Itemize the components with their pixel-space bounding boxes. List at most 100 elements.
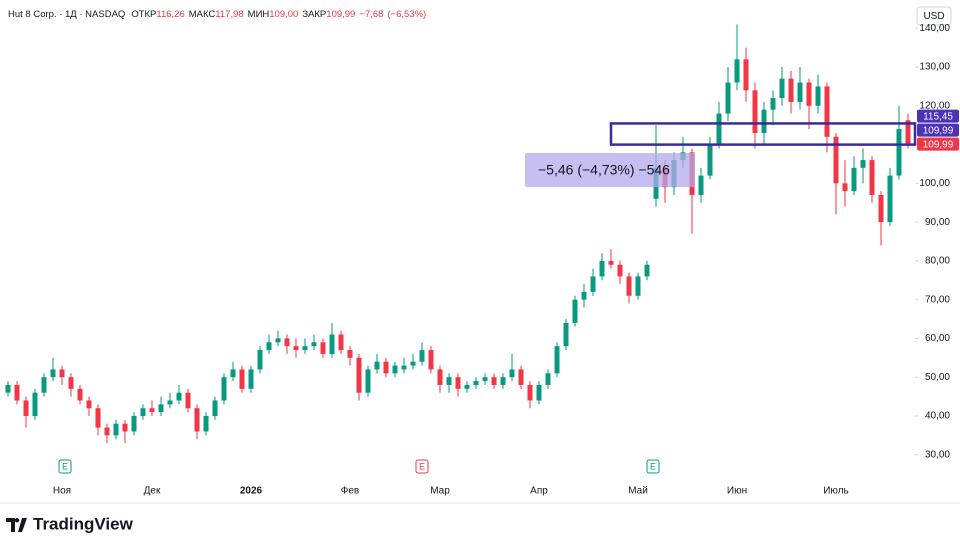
candle-body xyxy=(41,377,47,393)
candle-body xyxy=(194,408,200,432)
change: −7,68 xyxy=(359,9,384,20)
candle-body xyxy=(788,78,794,102)
candle-body xyxy=(23,400,29,416)
candle-body xyxy=(554,346,560,374)
candle-body xyxy=(77,388,83,401)
candle-body xyxy=(392,365,398,374)
candle-body xyxy=(878,194,884,223)
candle-body xyxy=(806,82,812,106)
candle-body xyxy=(68,377,74,389)
price-badge-label: 115,45 xyxy=(923,111,953,122)
measure-label: −5,46 (−4,73%) −546 xyxy=(538,162,670,178)
candle-body xyxy=(887,175,893,223)
stat-key: ОТКР xyxy=(131,9,157,20)
candle-body xyxy=(239,369,245,389)
candle-body xyxy=(626,276,632,296)
x-tick-label: Ноя xyxy=(53,486,71,497)
candle-body xyxy=(473,381,479,385)
candle-body xyxy=(86,400,92,409)
candle-body xyxy=(491,377,497,385)
candle-body xyxy=(212,400,218,416)
earnings-marker xyxy=(58,459,72,474)
y-tick-label: 40,00 xyxy=(925,411,950,422)
candle-body xyxy=(167,400,173,405)
candle-body xyxy=(104,427,110,436)
x-tick-label: Дек xyxy=(144,486,161,497)
x-tick-label: Мар xyxy=(430,486,450,497)
candle-body xyxy=(509,369,515,378)
candle-body xyxy=(113,423,119,436)
candle-body xyxy=(905,120,911,145)
candle-body xyxy=(437,369,443,385)
rectangle-drawing xyxy=(609,122,917,146)
stat-key: МИН xyxy=(247,9,270,20)
legend-header: Hut 8 Corp. · 1Д · NASDAQ ОТКР116,26 МАКС1… xyxy=(8,9,430,20)
candle-body xyxy=(761,109,767,133)
candle-body xyxy=(32,392,38,416)
change-pct: (−6,53%) xyxy=(387,9,427,20)
candle-body xyxy=(572,299,578,323)
candle-body xyxy=(842,183,848,192)
currency[interactable]: USD xyxy=(923,11,944,22)
candle-body xyxy=(779,78,785,99)
x-tick-label: 2026 xyxy=(240,486,263,497)
candle-body xyxy=(410,361,416,366)
logo xyxy=(6,518,27,532)
candle-body xyxy=(725,82,731,114)
candle-body xyxy=(896,129,902,176)
candle-body xyxy=(374,361,380,370)
candle-body xyxy=(590,276,596,292)
candle-body xyxy=(716,113,722,145)
candle-body xyxy=(527,384,533,401)
candle-body xyxy=(482,377,488,382)
candle-body xyxy=(266,342,272,351)
candle-body xyxy=(752,90,758,133)
candle-body xyxy=(311,342,317,347)
candle-body xyxy=(203,415,209,432)
candle-body xyxy=(293,346,299,351)
candle-body xyxy=(608,260,614,265)
price-badge xyxy=(917,137,959,151)
symbol: Hut 8 Corp. · 1Д · NASDAQ xyxy=(8,9,126,20)
stat-value: 117,98 xyxy=(215,9,244,20)
y-tick-label: 30,00 xyxy=(925,449,950,460)
stat-value: 116,26 xyxy=(156,9,185,20)
candle-body xyxy=(734,59,740,83)
candle-body xyxy=(455,377,461,389)
candle-body xyxy=(230,369,236,378)
candle-body xyxy=(833,136,839,184)
candle-body xyxy=(401,365,407,370)
stat-value: 109,00 xyxy=(269,9,299,20)
candle-body xyxy=(743,59,749,91)
x-tick-label: Июн xyxy=(727,486,747,497)
candle-body xyxy=(644,264,650,277)
x-tick-label: Фев xyxy=(341,486,359,497)
candle-body xyxy=(14,384,20,401)
candle-body xyxy=(329,334,335,354)
candle-body xyxy=(50,369,56,378)
earnings-marker xyxy=(646,459,660,474)
candle-body xyxy=(500,377,506,385)
earnings-label: E xyxy=(62,461,68,471)
earnings-label: E xyxy=(419,461,425,471)
candle-body xyxy=(302,346,308,351)
candle-body xyxy=(176,392,182,401)
candle-body xyxy=(221,377,227,401)
candle-body xyxy=(770,98,776,110)
candle-body xyxy=(599,260,605,277)
candle-body xyxy=(59,369,65,378)
y-tick-label: 140,00 xyxy=(919,23,950,34)
y-tick-label: 60,00 xyxy=(925,333,950,344)
candle-body xyxy=(851,167,857,192)
price-badge-label: 109,99 xyxy=(923,125,954,136)
candle-body xyxy=(365,369,371,393)
candle-body xyxy=(860,160,866,168)
candle-body xyxy=(518,369,524,385)
candle-body xyxy=(617,264,623,277)
candle-body xyxy=(545,373,551,385)
measure-box xyxy=(525,153,695,187)
candle-body xyxy=(284,338,290,347)
candle-body xyxy=(635,276,641,296)
candle-body xyxy=(131,415,137,432)
currency-button[interactable] xyxy=(916,6,952,26)
